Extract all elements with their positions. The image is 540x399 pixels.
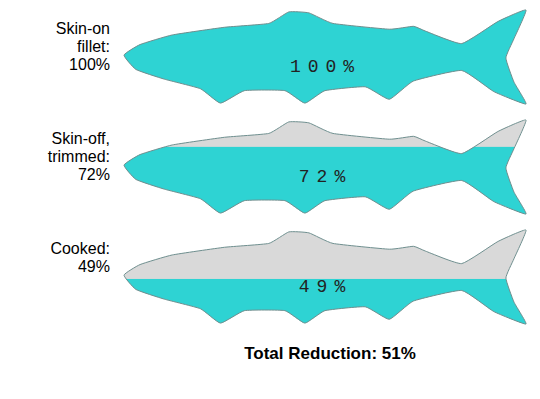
svg-text:100%: 100% <box>290 57 361 77</box>
html-text:Skin-off,: Skin-off, <box>51 130 110 147</box>
html-text:Cooked:: Cooked: <box>50 240 110 257</box>
html-text:trimmed:: trimmed: <box>47 148 110 165</box>
html-text:Skin-on: Skin-on <box>55 20 110 37</box>
html-text:Total Reduction: 51%: Total Reduction: 51% <box>244 344 416 363</box>
html-text:49%: 49% <box>78 258 110 275</box>
svg-text:49%: 49% <box>299 277 352 297</box>
html-text:100%: 100% <box>69 56 110 73</box>
html-text:fillet:: fillet: <box>77 38 110 55</box>
svg-text:72%: 72% <box>299 167 352 187</box>
html-text:72%: 72% <box>78 166 110 183</box>
